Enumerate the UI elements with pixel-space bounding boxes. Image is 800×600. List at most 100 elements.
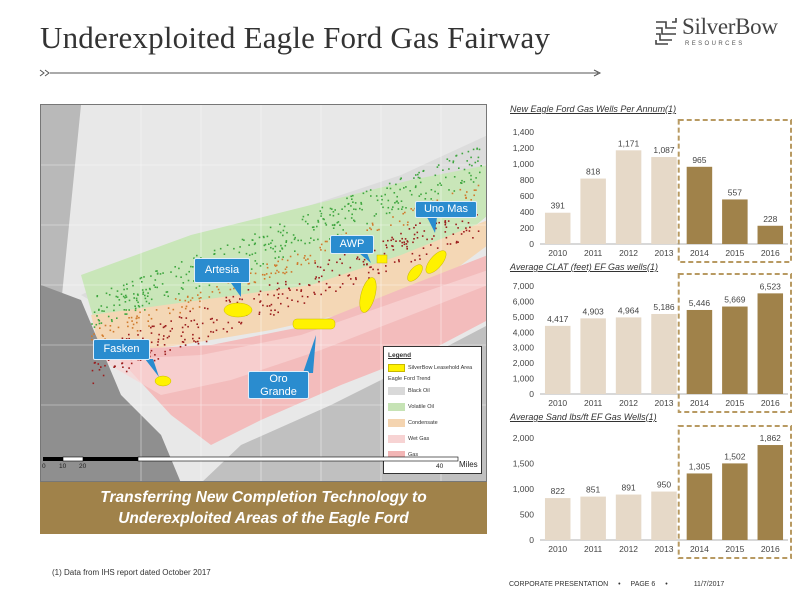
well-dot <box>473 189 476 191</box>
well-dot <box>301 218 304 221</box>
x-tick-label: 2014 <box>690 544 709 554</box>
well-dot <box>136 315 138 317</box>
well-dot <box>375 195 378 197</box>
data-label: 5,186 <box>653 302 675 312</box>
legend-item-black-oil: Black Oil <box>388 387 480 395</box>
well-dot <box>269 226 272 229</box>
well-dot <box>263 236 265 239</box>
well-dot <box>201 322 204 325</box>
well-dot <box>178 267 180 270</box>
well-dot <box>213 253 216 255</box>
well-dot <box>125 313 128 315</box>
well-dot <box>325 282 328 285</box>
legend-label-leasehold: SilverBow Leasehold Area <box>408 365 473 371</box>
bar <box>686 309 713 394</box>
well-dot <box>343 253 346 256</box>
well-dot <box>157 338 160 341</box>
well-dot <box>258 311 261 314</box>
well-dot <box>315 276 317 278</box>
well-dot <box>297 253 299 256</box>
well-dot <box>185 317 188 319</box>
well-dot <box>403 187 405 189</box>
well-dot <box>153 359 156 362</box>
well-dot <box>236 301 239 304</box>
well-dot <box>126 288 128 290</box>
well-dot <box>187 325 189 328</box>
well-dot <box>419 258 421 260</box>
well-dot <box>91 335 93 338</box>
well-dot <box>204 307 206 309</box>
legend-label-black-oil: Black Oil <box>408 388 430 394</box>
well-dot <box>125 370 128 373</box>
well-dot <box>132 323 135 326</box>
well-dot <box>369 189 372 191</box>
well-dot <box>460 182 462 184</box>
well-dot <box>95 323 98 326</box>
well-dot <box>91 323 93 325</box>
footer: CORPORATE PRESENTATION • PAGE 6 • 11/7/2… <box>509 581 732 588</box>
data-label: 4,417 <box>547 314 569 324</box>
well-dot <box>197 342 200 345</box>
well-dot <box>197 294 199 296</box>
well-dot <box>370 228 372 231</box>
bar <box>722 463 748 540</box>
x-tick-label: 2010 <box>548 398 567 408</box>
well-dot <box>179 299 181 301</box>
well-dot <box>455 240 458 243</box>
well-dot <box>147 292 149 294</box>
well-dot <box>327 263 330 266</box>
well-dot <box>300 239 302 242</box>
well-dot <box>396 200 398 202</box>
well-dot <box>168 335 170 338</box>
well-dot <box>281 247 283 249</box>
well-dot <box>125 294 127 297</box>
well-dot <box>285 271 288 274</box>
bar <box>651 491 677 540</box>
well-dot <box>210 330 212 333</box>
highlight-box <box>677 425 792 559</box>
well-dot <box>317 221 320 223</box>
well-dot <box>465 196 467 199</box>
well-dot <box>137 294 139 296</box>
well-dot <box>200 297 202 299</box>
well-dot <box>285 241 287 243</box>
well-dot <box>131 280 134 283</box>
well-dot <box>261 273 264 276</box>
well-dot <box>408 228 411 230</box>
well-dot <box>247 283 250 285</box>
well-dot <box>401 245 403 247</box>
well-dot <box>347 202 350 205</box>
well-dot <box>313 239 315 241</box>
well-dot <box>393 261 396 263</box>
well-dot <box>404 211 406 214</box>
well-dot <box>171 327 173 330</box>
well-dot <box>373 249 376 252</box>
bar <box>544 498 571 540</box>
well-dot <box>271 239 274 242</box>
well-dot <box>274 250 276 253</box>
well-dot <box>355 208 357 211</box>
well-dot <box>447 220 450 222</box>
well-dot <box>98 322 101 325</box>
well-dot <box>306 296 309 298</box>
legend-label-wet-gas: Wet Gas <box>408 436 430 442</box>
well-dot <box>445 236 448 239</box>
well-dot <box>393 192 396 194</box>
well-dot <box>366 263 368 265</box>
well-dot <box>277 260 279 263</box>
y-tick-label: 2,000 <box>513 358 535 368</box>
y-tick-label: 600 <box>520 191 534 201</box>
well-dot <box>446 158 449 160</box>
well-dot <box>465 227 467 229</box>
well-dot <box>134 307 137 310</box>
data-label: 4,903 <box>583 306 605 316</box>
well-dot <box>157 358 160 360</box>
well-dot <box>453 176 456 178</box>
well-dot <box>369 266 371 269</box>
well-dot <box>225 296 228 299</box>
scale-unit: Miles <box>459 460 478 469</box>
well-dot <box>341 283 344 285</box>
well-dot <box>178 293 180 295</box>
well-dot <box>324 240 327 243</box>
legend-swatch-leasehold <box>388 364 405 372</box>
